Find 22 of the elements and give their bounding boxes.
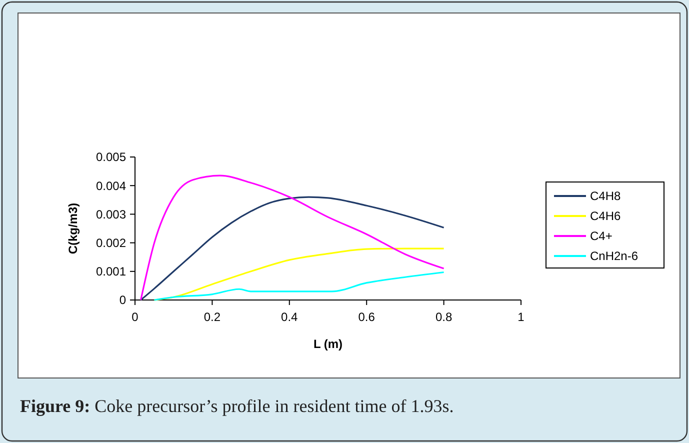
y-tick-label: 0 <box>119 293 126 308</box>
x-tick-label: 0.6 <box>358 310 376 324</box>
legend-label: CnH2n-6 <box>590 249 638 264</box>
x-axis-title: L (m) <box>313 337 343 351</box>
line-series <box>140 196 445 301</box>
y-tick-label: 0.001 <box>96 264 126 279</box>
y-tick-label: 0.002 <box>96 236 126 250</box>
y-tick-label: 0.003 <box>96 207 126 222</box>
legend-label: C4+ <box>590 229 612 244</box>
x-tick-label: 1 <box>518 310 525 324</box>
y-tick-label: 0.005 <box>96 150 126 164</box>
y-axis-title: C(kg/m3) <box>66 202 80 254</box>
x-tick-label: 0.2 <box>204 310 221 324</box>
line-series <box>154 271 445 301</box>
x-tick-label: 0 <box>132 310 139 324</box>
x-tick-label: 0.8 <box>435 310 452 324</box>
y-tick-label: 0.004 <box>96 178 126 193</box>
line-series <box>140 174 445 301</box>
x-tick-label: 0.4 <box>281 310 298 324</box>
caption: Figure 9: Coke precursor’s profile in resident time of 1.93s. <box>20 396 454 416</box>
legend-label: C4H6 <box>590 209 622 224</box>
legend-label: C4H8 <box>590 189 622 204</box>
